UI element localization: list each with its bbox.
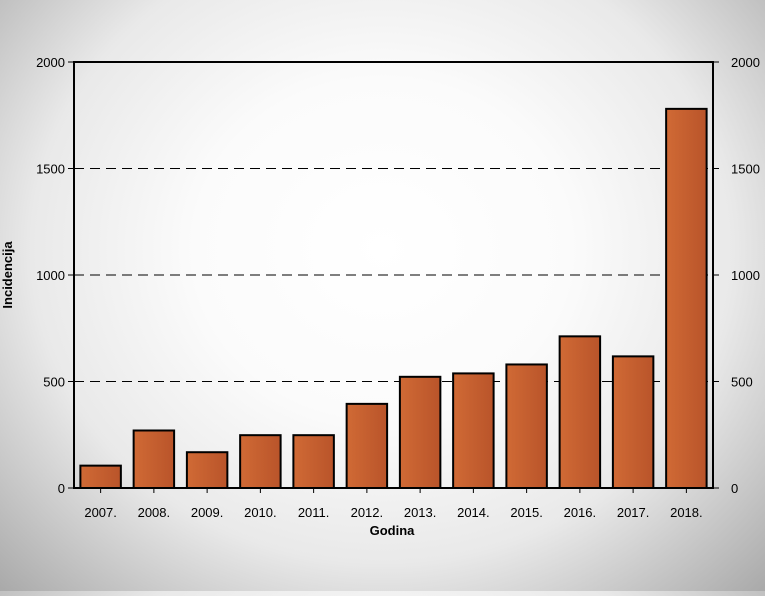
x-tick-label: 2011. xyxy=(298,505,330,520)
y-tick-label-right: 1500 xyxy=(731,162,760,177)
y-tick-label-right: 2000 xyxy=(731,55,760,70)
x-tick-label: 2007. xyxy=(84,505,117,520)
y-tick-label-left: 0 xyxy=(58,481,65,496)
x-tick-label: 2016. xyxy=(564,505,597,520)
y-axis-title: Incidencija xyxy=(0,241,15,309)
x-axis-title: Godina xyxy=(370,523,416,538)
x-tick-label: 2013. xyxy=(404,505,437,520)
bar-2008 xyxy=(132,429,176,489)
y-tick-label-right: 1000 xyxy=(731,268,760,283)
bar-2017 xyxy=(611,355,655,489)
x-tick-label: 2012. xyxy=(351,505,384,520)
x-tick-label: 2010. xyxy=(244,505,277,520)
y-tick-label-right: 0 xyxy=(731,481,738,496)
y-tick-label-left: 1500 xyxy=(36,162,65,177)
bar-2018 xyxy=(665,107,708,490)
x-tick-label: 2008. xyxy=(138,505,171,520)
bar-2011 xyxy=(292,434,335,489)
bar-2007 xyxy=(79,464,122,490)
bar-2016 xyxy=(558,335,602,489)
bar-2013 xyxy=(398,375,442,489)
x-tick-label: 2009. xyxy=(191,505,224,520)
bar-2015 xyxy=(505,363,548,489)
tick-labels: 2007. 2008. 2009. 2010. 2011. 2012. 2013. 2014.… xyxy=(36,55,760,520)
bars xyxy=(79,107,708,490)
x-tick-label: 2014. xyxy=(457,505,490,520)
y-tick-label-left: 1000 xyxy=(36,268,65,283)
x-tick-label: 2018. xyxy=(670,505,703,520)
gridlines xyxy=(74,168,713,382)
y-tick-label-left: 2000 xyxy=(36,55,65,70)
axes xyxy=(68,61,719,493)
x-tick-label: 2015. xyxy=(510,505,543,520)
x-tick-label: 2017. xyxy=(617,505,650,520)
y-tick-label-right: 500 xyxy=(731,375,753,390)
bar-2009 xyxy=(185,451,229,490)
bar-2010 xyxy=(239,434,282,489)
bar-2012 xyxy=(345,402,389,489)
bar-2014 xyxy=(452,372,495,490)
y-tick-label-left: 500 xyxy=(43,375,65,390)
